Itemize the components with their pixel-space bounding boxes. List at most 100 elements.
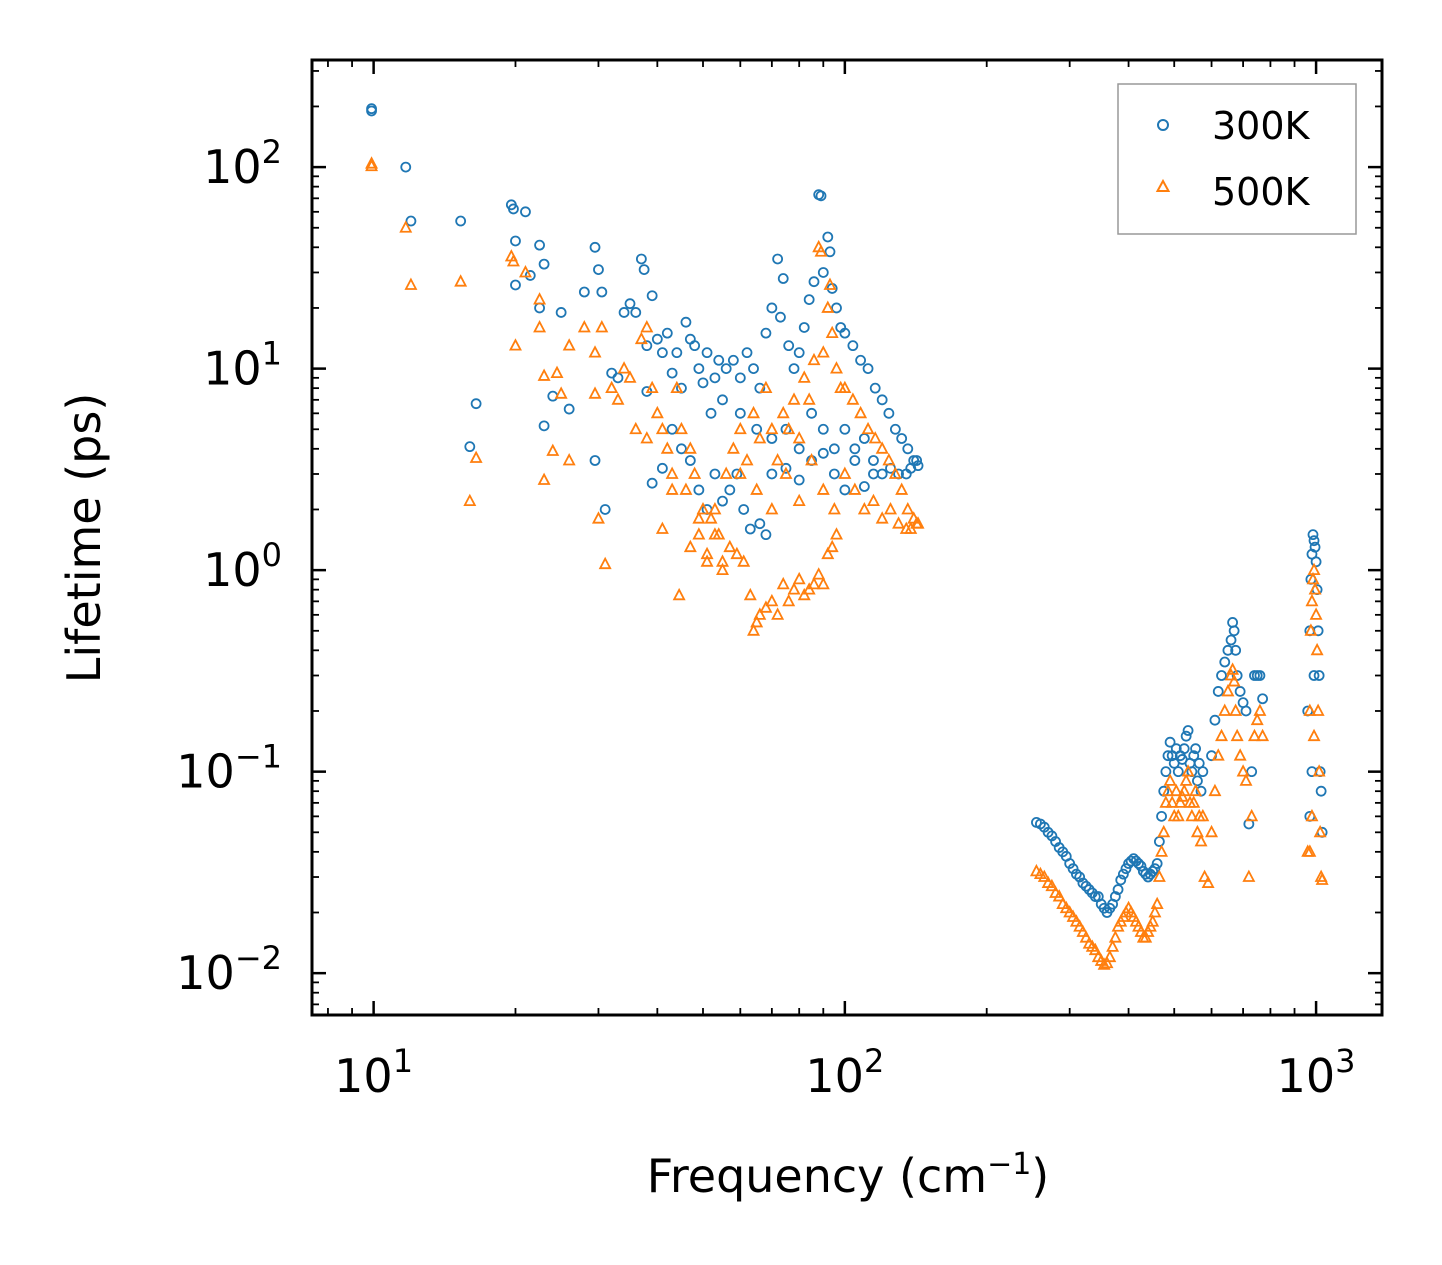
data-point-300k	[738, 504, 750, 515]
data-point-300k	[1162, 750, 1174, 762]
data-point-500k	[696, 502, 710, 515]
data-point-300k	[849, 443, 861, 455]
data-point-300k	[828, 443, 840, 455]
data-point-500k	[750, 615, 764, 628]
data-point-300k	[839, 423, 851, 435]
data-point-500k	[692, 511, 706, 524]
data-point-300k	[911, 455, 923, 466]
plot-frame	[310, 58, 1384, 1017]
data-point-500k	[910, 516, 924, 529]
data-point-300k	[589, 241, 601, 253]
data-point-300k	[858, 481, 870, 492]
data-point-300k	[1240, 705, 1252, 717]
data-point-300k	[817, 267, 829, 278]
data-point-300k	[713, 354, 725, 366]
data-point-500k	[1230, 728, 1244, 742]
data-point-500k	[708, 502, 722, 515]
data-point-300k	[656, 462, 668, 474]
data-point-500k	[1097, 957, 1111, 970]
data-point-300k	[772, 253, 784, 265]
data-point-500k	[365, 156, 379, 169]
data-point-500k	[797, 370, 811, 383]
data-point-500k	[747, 405, 761, 419]
data-point-500k	[1165, 795, 1179, 808]
data-point-500k	[743, 587, 757, 601]
data-point-300k	[1160, 766, 1172, 778]
data-point-500k	[645, 380, 659, 394]
data-point-300k	[734, 372, 746, 384]
data-point-500k	[861, 421, 875, 435]
data-point-500k	[640, 431, 654, 444]
data-point-500k	[1171, 808, 1185, 822]
data-point-500k	[399, 220, 413, 233]
data-point-500k	[827, 502, 841, 515]
data-point-300k	[510, 279, 521, 291]
data-point-500k	[825, 539, 839, 553]
data-point-300k	[630, 307, 642, 318]
data-point-300k	[680, 316, 692, 328]
data-point-500k	[1079, 930, 1093, 943]
points-layer	[365, 103, 1329, 970]
data-point-300k	[883, 407, 895, 419]
data-point-300k	[1225, 634, 1237, 646]
data-point-300k	[1120, 863, 1132, 875]
data-point-500k	[1307, 728, 1321, 742]
data-point-300k	[1151, 858, 1163, 869]
data-point-300k	[817, 423, 829, 435]
data-point-300k	[1089, 891, 1101, 902]
data-point-500k	[753, 607, 767, 620]
data-point-500k	[454, 274, 468, 287]
data-point-500k	[508, 338, 522, 351]
data-point-500k	[533, 320, 547, 333]
data-point-500k	[1177, 783, 1191, 797]
data-point-500k	[816, 482, 830, 495]
data-point-300k	[599, 504, 611, 515]
data-point-500k	[816, 576, 830, 590]
data-point-300k	[760, 529, 772, 541]
data-point-500k	[1100, 955, 1114, 969]
data-point-500k	[830, 361, 843, 374]
data-point-500k	[1306, 571, 1320, 585]
data-point-300k	[754, 518, 766, 530]
data-point-300k	[1212, 686, 1224, 697]
data-point-500k	[771, 453, 785, 466]
data-point-500k	[588, 386, 602, 399]
data-point-500k	[1303, 703, 1317, 716]
data-point-300k	[849, 455, 861, 466]
data-point-500k	[1148, 905, 1162, 918]
data-point-500k	[533, 292, 547, 305]
data-point-300k	[876, 394, 888, 406]
data-point-500k	[1108, 930, 1122, 943]
data-point-500k	[562, 453, 576, 466]
data-point-500k	[726, 441, 740, 454]
data-point-300k	[693, 363, 705, 375]
data-point-500k	[1159, 795, 1173, 808]
data-point-500k	[1205, 824, 1219, 838]
data-point-500k	[765, 502, 779, 515]
y-tick-label: 101	[203, 335, 282, 396]
data-point-500k	[1146, 914, 1160, 927]
data-point-300k	[1308, 670, 1320, 681]
data-point-500k	[1218, 703, 1232, 716]
data-point-500k	[857, 502, 871, 515]
data-point-500k	[759, 380, 773, 394]
data-point-500k	[838, 466, 852, 479]
data-point-300k	[709, 372, 721, 384]
y-axis-label: Lifetime (ps)	[57, 393, 111, 684]
data-point-500k	[1305, 808, 1319, 822]
data-point-500k	[719, 466, 733, 479]
data-point-500k	[1247, 728, 1261, 742]
data-point-500k	[1201, 875, 1215, 888]
data-point-500k	[1304, 623, 1318, 636]
data-point-500k	[716, 562, 729, 576]
data-point-500k	[1310, 642, 1324, 656]
legend-marker-300k	[1157, 119, 1169, 131]
data-point-500k	[365, 158, 379, 172]
data-point-300k	[766, 468, 778, 480]
legend-label-500k: 500K	[1212, 170, 1311, 214]
data-point-500k	[1152, 869, 1166, 882]
data-point-500k	[640, 320, 654, 333]
data-point-500k	[787, 582, 801, 595]
data-point-500k	[1227, 674, 1241, 687]
data-point-300k	[651, 333, 663, 345]
